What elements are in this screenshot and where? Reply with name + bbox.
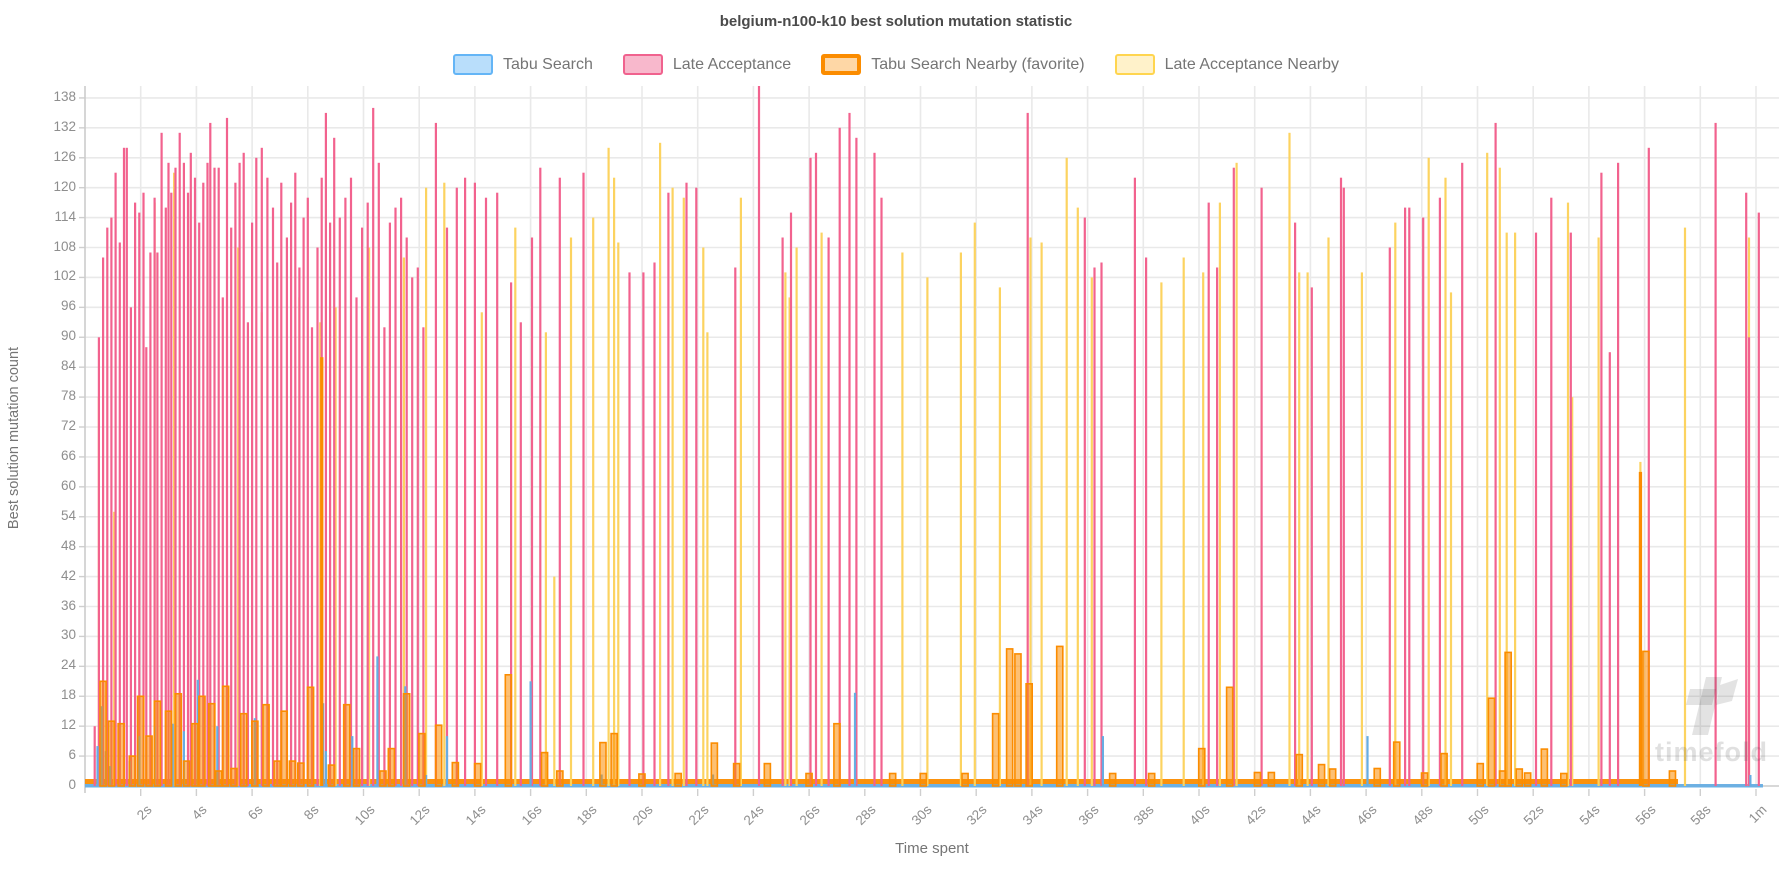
- y-tick-label: 66: [60, 447, 76, 463]
- y-tick-label: 96: [60, 298, 76, 314]
- y-tick-label: 84: [60, 358, 76, 374]
- y-tick-label: 120: [53, 178, 76, 194]
- x-axis-title: Time spent: [895, 840, 969, 857]
- y-tick-label: 126: [53, 148, 76, 164]
- legend-swatch-icon: [1114, 54, 1155, 75]
- legend-item-late-acceptance-nearby[interactable]: Late Acceptance Nearby: [1114, 54, 1339, 75]
- y-tick-label: 12: [60, 717, 76, 733]
- chart-title: belgium-n100-k10 best solution mutation …: [719, 13, 1073, 30]
- y-tick-label: 138: [53, 88, 76, 104]
- y-tick-label: 24: [60, 657, 76, 673]
- y-tick-label: 108: [53, 238, 76, 254]
- y-tick-label: 48: [60, 537, 76, 553]
- chart-legend: Tabu Search Late Acceptance Tabu Search Ne…: [0, 54, 1792, 75]
- y-tick-label: 72: [60, 418, 76, 433]
- y-tick-label: 36: [60, 597, 76, 613]
- y-tick-label: 18: [60, 687, 76, 703]
- legend-swatch-icon: [821, 54, 862, 75]
- y-tick-label: 78: [60, 388, 76, 404]
- legend-label: Late Acceptance: [672, 55, 792, 73]
- y-tick-label: 102: [53, 268, 76, 284]
- legend-swatch-icon: [622, 54, 663, 75]
- y-tick-label: 90: [60, 328, 76, 344]
- legend-item-tabu-search[interactable]: Tabu Search: [453, 54, 593, 75]
- y-tick-label: 6: [68, 747, 76, 763]
- legend-label: Tabu Search: [503, 55, 593, 73]
- legend-item-tabu-search-nearby-favorite[interactable]: Tabu Search Nearby (favorite): [821, 54, 1085, 75]
- y-tick-label: 42: [60, 567, 76, 583]
- y-tick-label: 132: [53, 118, 76, 134]
- legend-label: Late Acceptance Nearby: [1164, 55, 1339, 73]
- legend-swatch-icon: [453, 54, 494, 75]
- legend-label: Tabu Search Nearby (favorite): [871, 55, 1085, 73]
- y-axis-title: Best solution mutation count: [6, 346, 22, 530]
- y-tick-label: 114: [54, 208, 76, 224]
- y-tick-label: 60: [60, 477, 76, 493]
- y-tick-label: 0: [68, 777, 76, 792]
- y-tick-label: 30: [60, 627, 76, 643]
- legend-item-late-acceptance[interactable]: Late Acceptance: [622, 54, 792, 75]
- y-tick-label: 54: [60, 507, 76, 523]
